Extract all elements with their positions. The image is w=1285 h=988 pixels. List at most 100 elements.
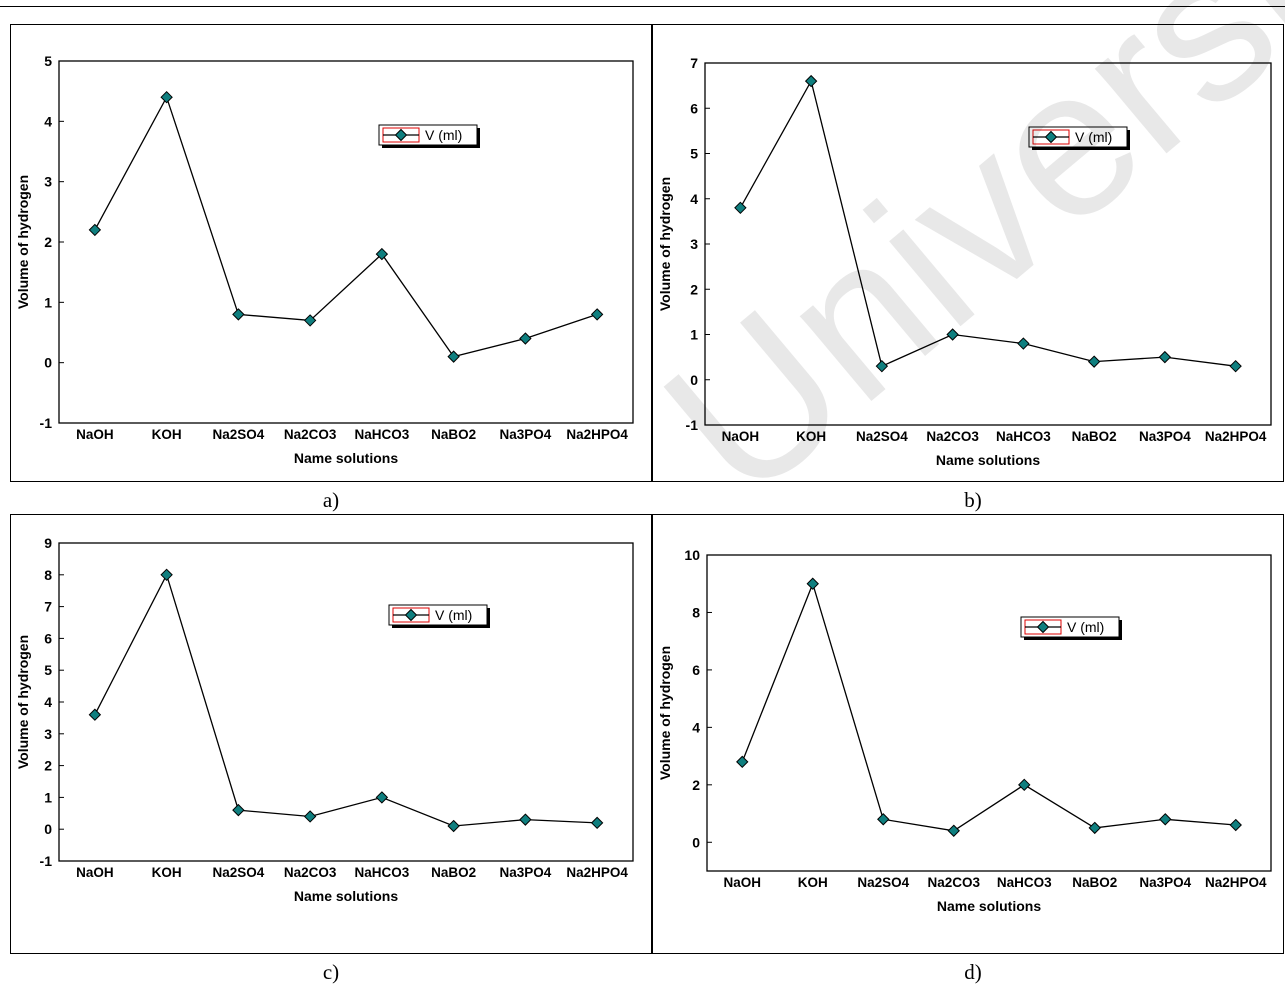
y-tick-label: 5 bbox=[690, 146, 698, 162]
legend-marker bbox=[1036, 620, 1050, 634]
data-point-nahco3 bbox=[1018, 778, 1031, 792]
plot-frame bbox=[706, 554, 1272, 872]
data-point-nahco3 bbox=[375, 791, 389, 804]
x-category-label: NaHCO3 bbox=[997, 875, 1052, 890]
chart-b-svg: -1 0 1 2 3 4 5 6 7 NaOH KOH Na2SO4 Na2CO3 NaHCO3 NaBO2… bbox=[657, 55, 1272, 468]
y-tick-label: 0 bbox=[44, 821, 52, 837]
chart-panel-c: -1 0 1 2 3 4 5 6 7 8 9 NaOH KOH Na2SO4 Na2CO3 NaHCO3 NaB… bbox=[10, 514, 652, 954]
legend-box bbox=[378, 124, 478, 146]
y-tick-label: -1 bbox=[40, 415, 53, 431]
data-point-na2co3 bbox=[946, 328, 959, 341]
y-tick-label: 6 bbox=[690, 100, 698, 116]
legend-marker bbox=[394, 128, 408, 142]
x-category-label: KOH bbox=[798, 875, 828, 890]
caption-a: a) bbox=[322, 488, 340, 512]
caption-b: b) bbox=[964, 488, 982, 512]
y-tick-label: 4 bbox=[690, 191, 698, 207]
chart-c-svg: -1 0 1 2 3 4 5 6 7 8 9 NaOH KOH Na2SO4 Na2CO3 NaHCO3 NaB… bbox=[15, 535, 634, 904]
y-tick-label: 0 bbox=[692, 834, 700, 850]
x-category-label: NaBO2 bbox=[431, 865, 476, 880]
data-point-nabo2 bbox=[447, 350, 460, 363]
x-category-label: Na3PO4 bbox=[499, 427, 551, 442]
x-category-label: Na2HPO4 bbox=[1205, 429, 1267, 444]
caption-c: c) bbox=[322, 960, 340, 984]
data-point-na3po4 bbox=[1159, 813, 1172, 826]
x-category-label: NaBO2 bbox=[431, 427, 476, 442]
x-category-label: KOH bbox=[796, 429, 826, 444]
chart-panel-a: -1 0 1 2 3 4 5 NaOH KOH Na2SO4 Na2CO3 NaHCO3 NaBO2 Na… bbox=[10, 24, 652, 482]
y-tick-label: 9 bbox=[44, 535, 52, 551]
data-point-na2co3 bbox=[303, 810, 317, 823]
x-category-label: NaBO2 bbox=[1072, 875, 1117, 890]
y-tick-label: 0 bbox=[690, 372, 698, 388]
data-point-koh bbox=[160, 568, 173, 582]
plot-frame bbox=[58, 60, 634, 424]
y-tick-label: 8 bbox=[44, 567, 52, 583]
series-line bbox=[94, 95, 598, 358]
y-tick-label: 3 bbox=[44, 726, 52, 742]
data-point-na3po4 bbox=[519, 332, 532, 345]
series-line bbox=[741, 581, 1236, 832]
series-line bbox=[94, 573, 598, 827]
y-tick-label: 7 bbox=[44, 599, 52, 615]
x-category-label: Na2SO4 bbox=[856, 429, 908, 444]
legend-marker bbox=[1044, 130, 1058, 144]
plot-frame bbox=[704, 62, 1272, 426]
y-tick-label: 2 bbox=[690, 281, 698, 297]
legend-marker bbox=[404, 608, 418, 622]
data-point-na2co3 bbox=[947, 824, 960, 837]
x-category-label: NaOH bbox=[722, 429, 760, 444]
x-category-label: NaOH bbox=[76, 427, 114, 442]
y-tick-label: 4 bbox=[692, 719, 700, 735]
x-category-label: Na2SO4 bbox=[857, 875, 909, 890]
y-axis-label: Volume of hydrogen bbox=[15, 635, 31, 769]
y-tick-label: 0 bbox=[44, 355, 52, 371]
x-category-label: Na2CO3 bbox=[927, 875, 980, 890]
data-point-naoh bbox=[88, 708, 102, 721]
y-axis-label: Volume of hydrogen bbox=[657, 177, 673, 311]
x-category-label: Na2CO3 bbox=[284, 865, 337, 880]
y-tick-label: -1 bbox=[40, 853, 53, 869]
x-category-label: Na2CO3 bbox=[284, 427, 337, 442]
data-point-koh bbox=[160, 90, 173, 104]
x-category-label: Na2HPO4 bbox=[566, 865, 628, 880]
y-tick-label: 6 bbox=[44, 630, 52, 646]
data-point-koh bbox=[806, 577, 819, 590]
plot-frame bbox=[58, 542, 634, 862]
data-point-nahco3 bbox=[1017, 337, 1030, 350]
data-point-na2so4 bbox=[877, 813, 890, 826]
x-category-label: Na2SO4 bbox=[212, 427, 264, 442]
data-point-na3po4 bbox=[1158, 350, 1172, 364]
y-tick-label: 2 bbox=[44, 234, 52, 250]
y-tick-label: 10 bbox=[684, 547, 700, 563]
x-category-label: KOH bbox=[152, 865, 182, 880]
x-category-label: Na2HPO4 bbox=[1205, 875, 1267, 890]
y-tick-label: 2 bbox=[692, 777, 700, 793]
legend-label: V (ml) bbox=[435, 607, 472, 623]
legend-label: V (ml) bbox=[1067, 619, 1104, 635]
data-point-naoh bbox=[736, 755, 749, 769]
x-category-label: Na2HPO4 bbox=[566, 427, 628, 442]
data-point-nabo2 bbox=[1088, 821, 1101, 835]
y-tick-label: 7 bbox=[690, 55, 698, 71]
y-axis-label: Volume of hydrogen bbox=[15, 175, 31, 309]
top-rule bbox=[0, 6, 1285, 7]
y-axis-label: Volume of hydrogen bbox=[657, 646, 673, 780]
legend-box bbox=[1028, 126, 1128, 148]
y-tick-label: 1 bbox=[44, 294, 52, 310]
y-tick-label: 5 bbox=[44, 662, 52, 678]
data-point-nabo2 bbox=[1087, 355, 1101, 368]
x-axis-label: Name solutions bbox=[294, 450, 398, 466]
x-axis-label: Name solutions bbox=[294, 888, 398, 904]
y-tick-label: 8 bbox=[692, 604, 700, 620]
chart-panel-b: -1 0 1 2 3 4 5 6 7 NaOH KOH Na2SO4 Na2CO3 NaHCO3 NaBO2… bbox=[652, 24, 1284, 482]
y-tick-label: 4 bbox=[44, 113, 52, 129]
series-line bbox=[739, 79, 1236, 368]
data-point-nabo2 bbox=[447, 819, 460, 833]
data-point-nahco3 bbox=[375, 247, 389, 261]
y-tick-label: 3 bbox=[690, 236, 698, 252]
data-point-na2so4 bbox=[232, 803, 245, 817]
data-point-na2hpo4 bbox=[590, 816, 604, 830]
legend-label: V (ml) bbox=[425, 127, 462, 143]
x-category-label: Na2CO3 bbox=[926, 429, 979, 444]
